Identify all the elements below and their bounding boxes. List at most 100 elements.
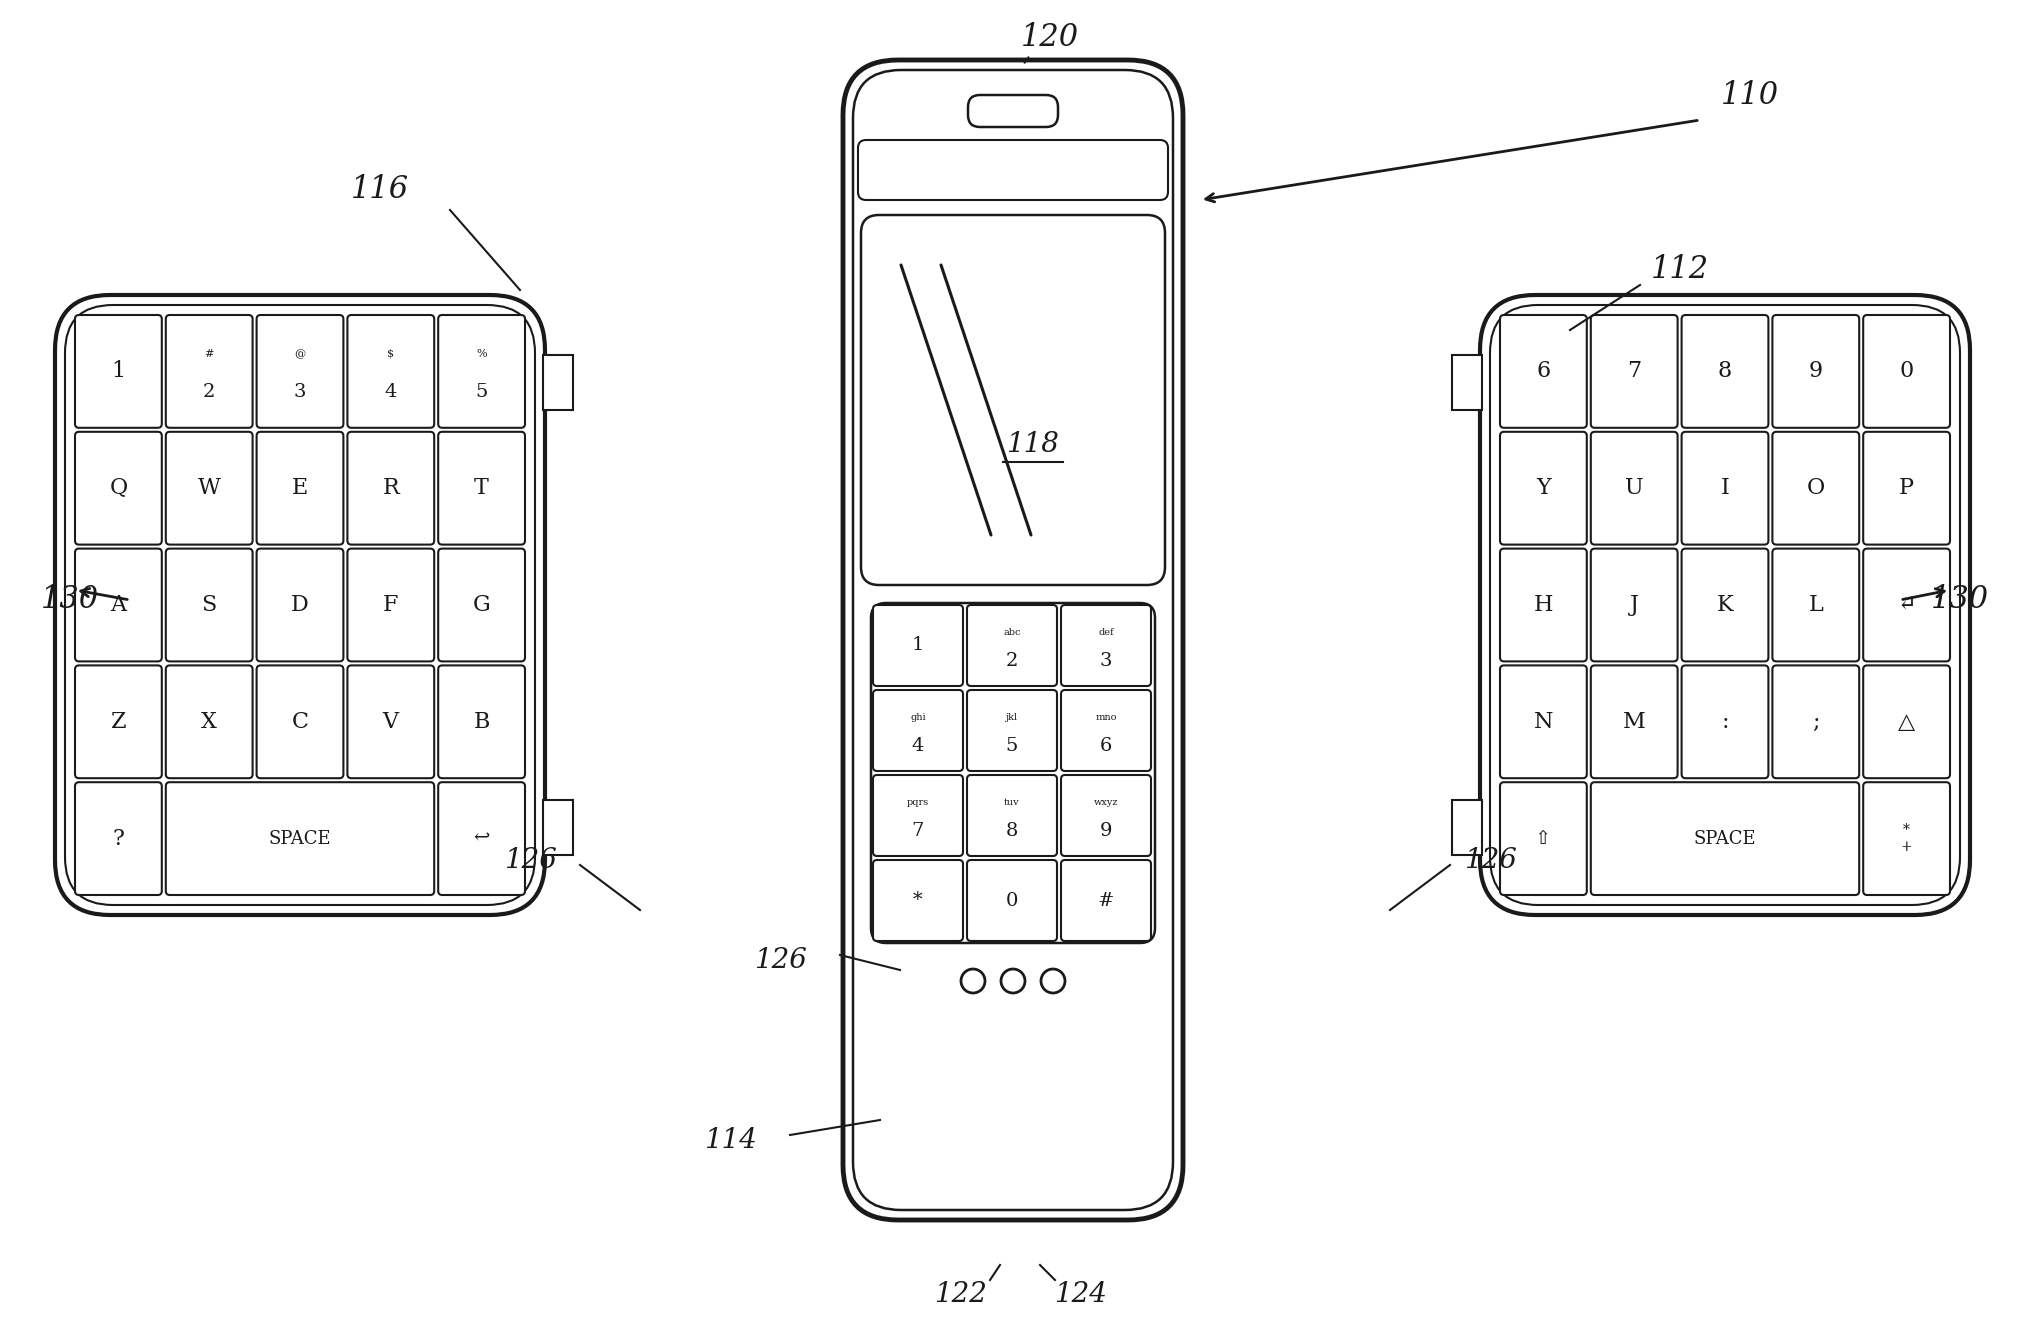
Circle shape bbox=[1001, 969, 1026, 993]
Text: P: P bbox=[1899, 477, 1913, 499]
Text: 2: 2 bbox=[1005, 651, 1018, 670]
FancyBboxPatch shape bbox=[1591, 665, 1678, 778]
Text: 112: 112 bbox=[1650, 255, 1709, 286]
Text: G: G bbox=[472, 594, 491, 615]
FancyBboxPatch shape bbox=[55, 295, 545, 914]
FancyBboxPatch shape bbox=[1682, 665, 1768, 778]
Text: %: % bbox=[476, 348, 486, 359]
FancyBboxPatch shape bbox=[1863, 431, 1950, 545]
Text: pqrs: pqrs bbox=[906, 798, 928, 808]
FancyBboxPatch shape bbox=[853, 69, 1174, 1210]
Text: ?: ? bbox=[111, 828, 124, 849]
FancyBboxPatch shape bbox=[1772, 431, 1859, 545]
FancyBboxPatch shape bbox=[1772, 665, 1859, 778]
Text: wxyz: wxyz bbox=[1095, 798, 1119, 808]
Text: Z: Z bbox=[111, 710, 126, 733]
FancyBboxPatch shape bbox=[166, 315, 253, 427]
FancyBboxPatch shape bbox=[857, 140, 1168, 200]
FancyBboxPatch shape bbox=[1480, 295, 1970, 914]
Text: $: $ bbox=[387, 348, 395, 359]
Text: ghi: ghi bbox=[910, 713, 926, 722]
Text: W: W bbox=[199, 477, 221, 499]
Text: abc: abc bbox=[1003, 629, 1022, 637]
Text: △: △ bbox=[1897, 710, 1916, 733]
FancyBboxPatch shape bbox=[347, 549, 434, 661]
Text: *: * bbox=[914, 892, 922, 909]
FancyBboxPatch shape bbox=[1591, 549, 1678, 661]
Text: 8: 8 bbox=[1005, 822, 1018, 840]
FancyBboxPatch shape bbox=[438, 665, 525, 778]
Text: X: X bbox=[201, 710, 217, 733]
FancyBboxPatch shape bbox=[166, 782, 434, 894]
FancyBboxPatch shape bbox=[1060, 776, 1151, 856]
Text: 2: 2 bbox=[203, 383, 215, 402]
Text: ⇧: ⇧ bbox=[1534, 829, 1551, 848]
FancyBboxPatch shape bbox=[166, 665, 253, 778]
FancyBboxPatch shape bbox=[1863, 315, 1950, 427]
Text: 3: 3 bbox=[1101, 651, 1113, 670]
Text: #: # bbox=[205, 348, 215, 359]
Text: 124: 124 bbox=[1054, 1282, 1107, 1308]
FancyBboxPatch shape bbox=[257, 431, 343, 545]
Text: 0: 0 bbox=[1899, 360, 1913, 382]
Text: 126: 126 bbox=[1463, 846, 1516, 873]
Text: #: # bbox=[1099, 892, 1115, 909]
FancyBboxPatch shape bbox=[438, 431, 525, 545]
FancyBboxPatch shape bbox=[874, 690, 963, 772]
Text: 9: 9 bbox=[1808, 360, 1822, 382]
FancyBboxPatch shape bbox=[1863, 665, 1950, 778]
Text: A: A bbox=[109, 594, 126, 615]
Text: 1: 1 bbox=[111, 360, 126, 382]
FancyBboxPatch shape bbox=[1591, 431, 1678, 545]
Text: S: S bbox=[201, 594, 217, 615]
Text: L: L bbox=[1808, 594, 1822, 615]
FancyBboxPatch shape bbox=[1060, 860, 1151, 941]
FancyBboxPatch shape bbox=[1682, 315, 1768, 427]
Text: D: D bbox=[292, 594, 308, 615]
FancyBboxPatch shape bbox=[1682, 549, 1768, 661]
FancyBboxPatch shape bbox=[75, 665, 162, 778]
Text: 116: 116 bbox=[351, 175, 409, 206]
FancyBboxPatch shape bbox=[75, 315, 162, 427]
Text: T: T bbox=[474, 477, 489, 499]
FancyBboxPatch shape bbox=[438, 782, 525, 894]
Text: 114: 114 bbox=[703, 1127, 756, 1153]
FancyBboxPatch shape bbox=[166, 431, 253, 545]
FancyBboxPatch shape bbox=[1500, 315, 1587, 427]
Text: K: K bbox=[1717, 594, 1733, 615]
Text: 118: 118 bbox=[1007, 431, 1060, 458]
FancyBboxPatch shape bbox=[347, 665, 434, 778]
Text: Q: Q bbox=[109, 477, 128, 499]
Bar bbox=[543, 800, 574, 854]
Text: U: U bbox=[1626, 477, 1644, 499]
FancyBboxPatch shape bbox=[967, 605, 1056, 686]
FancyBboxPatch shape bbox=[347, 315, 434, 427]
Text: SPACE: SPACE bbox=[1695, 829, 1755, 848]
Text: def: def bbox=[1099, 629, 1113, 637]
FancyBboxPatch shape bbox=[861, 215, 1166, 585]
Text: 4: 4 bbox=[385, 383, 397, 402]
FancyBboxPatch shape bbox=[967, 690, 1056, 772]
Text: ↵: ↵ bbox=[1897, 594, 1916, 615]
Text: jkl: jkl bbox=[1005, 713, 1018, 722]
FancyBboxPatch shape bbox=[874, 860, 963, 941]
Circle shape bbox=[1042, 969, 1064, 993]
Text: 0: 0 bbox=[1005, 892, 1018, 909]
FancyBboxPatch shape bbox=[438, 549, 525, 661]
Text: tuv: tuv bbox=[1003, 798, 1020, 808]
FancyBboxPatch shape bbox=[1060, 690, 1151, 772]
FancyBboxPatch shape bbox=[75, 782, 162, 894]
FancyBboxPatch shape bbox=[843, 60, 1184, 1220]
Text: B: B bbox=[474, 710, 491, 733]
FancyBboxPatch shape bbox=[1490, 304, 1960, 905]
FancyBboxPatch shape bbox=[257, 315, 343, 427]
FancyBboxPatch shape bbox=[967, 860, 1056, 941]
Text: J: J bbox=[1630, 594, 1638, 615]
Bar bbox=[543, 355, 574, 410]
FancyBboxPatch shape bbox=[874, 605, 963, 686]
FancyBboxPatch shape bbox=[874, 776, 963, 856]
FancyBboxPatch shape bbox=[1500, 431, 1587, 545]
FancyBboxPatch shape bbox=[1060, 605, 1151, 686]
FancyBboxPatch shape bbox=[967, 776, 1056, 856]
FancyBboxPatch shape bbox=[1500, 782, 1587, 894]
